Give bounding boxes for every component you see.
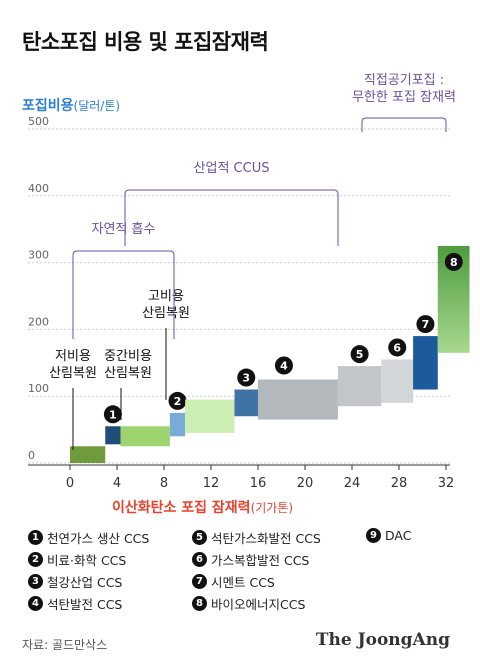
y-axis-title: 포집비용(달러/톤) <box>22 95 120 115</box>
legend-number-badge: 3 <box>28 574 43 589</box>
brand-logo: The JoongAng <box>315 630 450 650</box>
y-axis-title-unit: (달러/톤) <box>73 99 121 113</box>
x-tick-label: 28 <box>391 476 408 491</box>
group-bracket <box>361 117 447 132</box>
forest-annotation-label: 산림복원 <box>142 306 190 321</box>
page-title: 탄소포집 비용 및 포집잠재력 <box>22 30 269 54</box>
legend-label: 비료·화학 CCS <box>47 553 127 568</box>
segment-number-badge <box>350 345 369 364</box>
x-tick-label: 8 <box>160 476 168 491</box>
group-bracket-label: 자연적 흡수 <box>92 222 156 237</box>
segment-number-label: 7 <box>422 318 430 331</box>
legend-label: 천연가스 생산 CCS <box>47 531 150 546</box>
cost-segment-bar <box>337 366 382 407</box>
segment-number-badge <box>416 315 435 334</box>
y-tick-label: 400 <box>28 182 49 195</box>
cost-segment-bar <box>413 336 438 390</box>
y-tick-label: 300 <box>28 249 49 262</box>
forest-annotation-label: 산림복원 <box>104 366 152 381</box>
group-bracket <box>72 250 175 339</box>
segment-number-label: 4 <box>280 360 288 373</box>
legend-item: 4 석탄발전 CCS <box>28 594 122 613</box>
legend-item: 8 바이오에너지CCS <box>192 594 305 613</box>
legend-label: 철강산업 CCS <box>47 575 123 590</box>
legend-item: 9 DAC <box>366 528 411 543</box>
legend-label: 석탄가스화발전 CCS <box>211 531 321 546</box>
cost-segment-bar <box>70 446 106 463</box>
group-bracket-label: 무한한 포집 잠재력 <box>352 90 456 105</box>
cost-segment-bar <box>169 412 186 437</box>
segment-number-label: 1 <box>109 408 117 421</box>
cost-segment-bar <box>258 379 338 420</box>
legend-label: 석탄발전 CCS <box>47 597 123 612</box>
y-tick-label: 200 <box>28 315 49 328</box>
group-bracket <box>124 189 339 246</box>
legend-item: 5 석탄가스화발전 CCS <box>192 528 321 547</box>
x-tick-label: 4 <box>113 476 121 491</box>
cost-segment-bar <box>381 359 414 403</box>
x-tick-label: 12 <box>203 476 220 491</box>
legend-label: 가스복합발전 CCS <box>211 553 310 568</box>
x-tick-label: 32 <box>438 476 455 491</box>
y-tick-label: 100 <box>28 382 49 395</box>
legend-number-badge: 6 <box>192 552 207 567</box>
legend-item: 1 천연가스 생산 CCS <box>28 528 149 547</box>
segment-number-label: 3 <box>242 372 250 385</box>
segment-number-label: 8 <box>450 256 458 269</box>
source-note: 자료: 골드만삭스 <box>22 638 108 652</box>
y-axis-title-main: 포집비용 <box>22 98 74 114</box>
legend-item: 7 시멘트 CCS <box>192 572 275 591</box>
group-bracket-label: 산업적 CCUS <box>194 161 270 176</box>
forest-annotation-label: 중간비용 <box>104 349 152 364</box>
legend-number-badge: 9 <box>366 528 381 543</box>
x-tick-label: 16 <box>250 476 267 491</box>
legend-item: 2 비료·화학 CCS <box>28 550 126 569</box>
x-axis-title-unit: (기가톤) <box>250 501 294 515</box>
forest-annotation-label: 고비용 <box>148 289 184 304</box>
legend-item: 3 철강산업 CCS <box>28 572 122 591</box>
segment-number-label: 6 <box>393 341 401 354</box>
segment-number-badge <box>103 405 122 424</box>
legend-number-badge: 4 <box>28 596 43 611</box>
x-tick-label: 20 <box>297 476 314 491</box>
x-tick-label: 0 <box>66 476 74 491</box>
legend-number-badge: 1 <box>28 530 43 545</box>
cost-segment-bar <box>234 389 258 417</box>
x-axis-title-main: 이산화탄소 포집 잠재력 <box>112 500 251 516</box>
cost-segment-bar <box>105 426 121 445</box>
forest-annotation-label: 산림복원 <box>49 366 97 381</box>
x-axis-title: 이산화탄소 포집 잠재력(기가톤) <box>112 497 293 517</box>
segment-number-badge <box>444 252 463 271</box>
legend-item: 6 가스복합발전 CCS <box>192 550 309 569</box>
forest-annotation-label: 저비용 <box>55 349 91 364</box>
segment-number-label: 5 <box>356 348 364 361</box>
segment-number-badge <box>168 391 187 410</box>
segment-number-badge <box>237 368 256 387</box>
legend-label: 바이오에너지CCS <box>211 597 306 612</box>
legend-number-badge: 7 <box>192 574 207 589</box>
x-tick-label: 24 <box>344 476 361 491</box>
legend-label: DAC <box>385 528 412 543</box>
segment-number-badge <box>388 338 407 357</box>
legend-number-badge: 5 <box>192 530 207 545</box>
y-tick-label: 0 <box>28 449 35 462</box>
legend-label: 시멘트 CCS <box>211 575 275 590</box>
legend-number-badge: 8 <box>192 596 207 611</box>
segment-number-label: 2 <box>174 395 182 408</box>
y-tick-label: 500 <box>28 115 49 128</box>
cost-segment-bar <box>120 426 170 447</box>
segment-number-badge <box>274 356 293 375</box>
legend-number-badge: 2 <box>28 552 43 567</box>
cost-segment-bar <box>185 399 235 433</box>
group-bracket-label: 직접공기포집 : <box>364 73 444 88</box>
